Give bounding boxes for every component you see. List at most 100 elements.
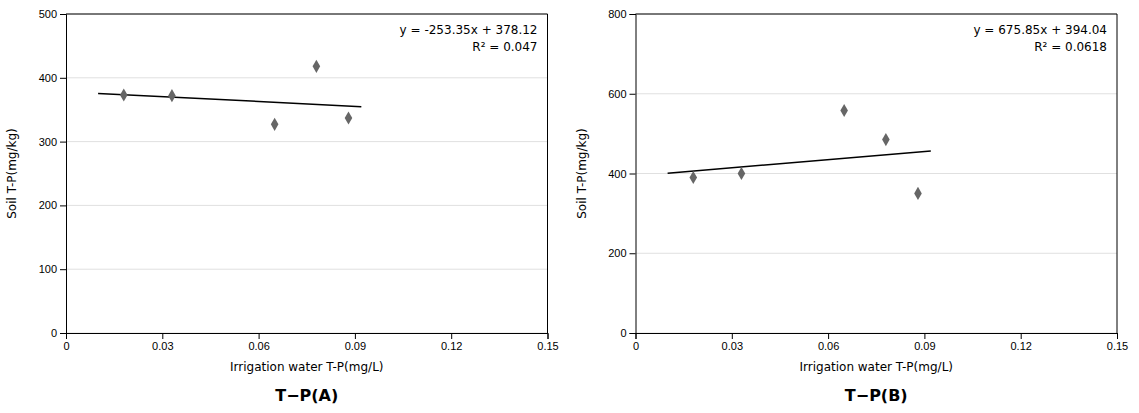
y-tick-label: 600 (608, 88, 626, 100)
x-tick-label: 0.15 (537, 340, 558, 352)
y-tick-label: 300 (39, 136, 57, 148)
y-tick-mark (60, 14, 66, 15)
x-tick: 0.09 (345, 333, 366, 352)
x-axis-title: Irrigation water T-P(mg/L) (800, 360, 954, 374)
x-axis-line (636, 334, 1118, 340)
point (882, 133, 890, 146)
x-tick: 0.06 (248, 333, 269, 352)
x-tick-mark (1117, 333, 1118, 339)
x-tick-mark (1021, 333, 1022, 339)
grid-line (636, 173, 1118, 174)
x-tick-label: 0.03 (722, 340, 743, 352)
y-tick: 300 (39, 136, 66, 148)
point (271, 118, 279, 131)
point (689, 171, 697, 184)
panel: 0 0.03 0.06 0.09 0.12 0.15 0 100 200 300 400 500 y =… (5, 8, 559, 405)
grid-line (66, 14, 548, 15)
x-tick-mark (355, 333, 356, 339)
y-tick: 600 (608, 88, 635, 100)
x-tick-label: 0 (633, 340, 639, 352)
grid (66, 14, 548, 333)
grid-line (66, 205, 548, 206)
y-tick-mark (60, 78, 66, 79)
x-tick: 0.12 (441, 333, 462, 352)
marks (668, 104, 931, 200)
y-tick-label: 100 (39, 263, 57, 275)
x-axis-title: Irrigation water T-P(mg/L) (230, 360, 384, 374)
y-axis-title: Soil T-P(mg/kg) (5, 128, 19, 219)
x-axis: 0 0.03 0.06 0.09 0.12 0.15 (63, 333, 558, 352)
y-tick: 100 (39, 263, 66, 275)
grid-line (636, 253, 1118, 254)
annotation: y = 675.85x + 394.04 (973, 23, 1107, 37)
x-tick: 0.15 (537, 333, 558, 352)
y-axis: 0 200 400 600 800 (608, 8, 636, 339)
x-axis-line (67, 334, 549, 340)
y-axis-line (630, 15, 637, 334)
y-tick-label: 400 (608, 168, 626, 180)
x-tick-mark (162, 333, 163, 339)
grid-line (636, 93, 1118, 94)
y-tick: 400 (608, 168, 635, 180)
x-tick-label: 0.12 (1010, 340, 1031, 352)
x-tick: 0 (633, 333, 639, 352)
marks (98, 60, 361, 131)
y-tick-mark (60, 205, 66, 206)
point (914, 187, 922, 200)
point (738, 167, 746, 180)
y-tick-label: 0 (51, 327, 57, 339)
x-tick-mark (451, 333, 452, 339)
x-tick-mark (924, 333, 925, 339)
x-tick-mark (732, 333, 733, 339)
x-tick: 0.03 (722, 333, 743, 352)
panel: 0 0.03 0.06 0.09 0.12 0.15 0 200 400 600 800 y = 67… (575, 8, 1129, 405)
x-tick: 0.06 (818, 333, 839, 352)
y-axis-title: Soil T-P(mg/kg) (575, 128, 589, 219)
y-tick-mark (630, 253, 636, 254)
y-tick-label: 400 (39, 72, 57, 84)
y-tick-label: 200 (608, 247, 626, 259)
x-tick-mark (828, 333, 829, 339)
grid-line (66, 269, 548, 270)
grid-line (636, 14, 1118, 15)
chart-title: T−P(A) (275, 386, 338, 405)
trend-line (668, 151, 931, 173)
x-tick-label: 0 (63, 340, 69, 352)
y-tick-label: 0 (620, 327, 626, 339)
annotation: R² = 0.047 (472, 40, 537, 54)
annotation: R² = 0.0618 (1034, 40, 1107, 54)
x-tick-label: 0.15 (1107, 340, 1128, 352)
point (840, 104, 848, 117)
x-tick-mark (548, 333, 549, 339)
frame (636, 14, 1118, 15)
x-tick-label: 0.03 (152, 340, 173, 352)
x-tick: 0.03 (152, 333, 173, 352)
annotation: y = -253.35x + 378.12 (400, 23, 538, 37)
x-tick: 0.15 (1107, 333, 1128, 352)
plot-area: 0 0.03 0.06 0.09 0.12 0.15 0 100 200 300 400 500 y =… (39, 8, 559, 352)
y-axis: 0 100 200 300 400 500 (39, 8, 67, 339)
y-tick: 400 (39, 72, 66, 84)
x-tick-mark (259, 333, 260, 339)
frame (66, 14, 548, 15)
y-tick: 200 (39, 199, 66, 211)
trend-line (98, 93, 361, 106)
point (313, 60, 321, 73)
frame (547, 14, 548, 333)
grid-line (66, 141, 548, 142)
y-tick-mark (630, 14, 636, 15)
y-tick-mark (630, 333, 636, 334)
y-tick-mark (60, 269, 66, 270)
chart-title: T−P(B) (845, 386, 908, 405)
x-tick: 0.09 (914, 333, 935, 352)
y-tick: 500 (39, 8, 66, 20)
point (120, 88, 128, 101)
y-tick-mark (60, 142, 66, 143)
y-tick-label: 500 (39, 8, 57, 20)
point (168, 89, 176, 102)
x-tick: 0 (63, 333, 69, 352)
y-tick-mark (60, 333, 66, 334)
y-tick-label: 800 (608, 8, 626, 20)
x-axis: 0 0.03 0.06 0.09 0.12 0.15 (633, 333, 1128, 352)
point (345, 111, 353, 124)
